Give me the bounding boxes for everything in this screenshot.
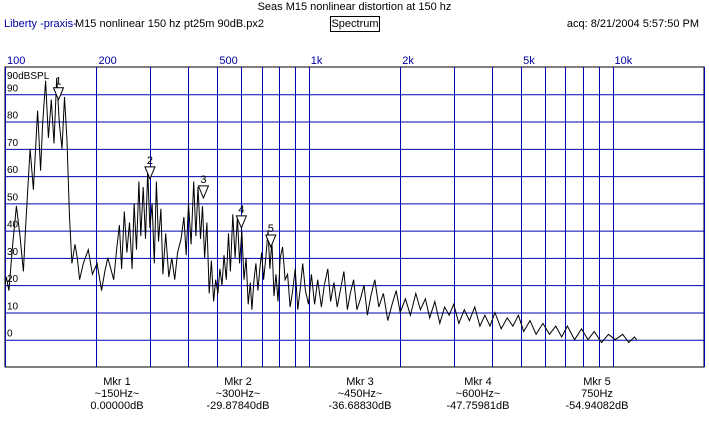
marker-triangle — [197, 185, 210, 200]
y-tick-label: 30 — [7, 247, 19, 258]
y-tick-label: 50 — [7, 192, 19, 203]
marker-name: Mkr 4 — [464, 376, 492, 388]
marker-name: Mkr 3 — [346, 376, 374, 388]
marker-triangle — [265, 234, 277, 249]
marker-frequency: ~150Hz~ — [94, 388, 140, 400]
x-tick-label: 2k — [402, 55, 414, 67]
file-name: M15 nonlinear 150 hz pt25m 90dB.px2 — [75, 18, 264, 30]
x-tick-label: 10k — [615, 55, 633, 67]
x-tick-label: 5k — [523, 55, 535, 67]
marker-triangle — [235, 215, 248, 230]
brand-label: Liberty -praxis- — [4, 18, 77, 30]
marker-value: -36.68830dB — [328, 400, 392, 412]
marker-frequency: ~300Hz~ — [215, 388, 261, 400]
marker-frequency: ~450Hz~ — [337, 388, 383, 400]
plot-frame — [4, 66, 705, 368]
marker-label: 2 — [147, 155, 153, 167]
marker-readout-4: Mkr 4 ~600Hz~ -47.75981dB — [423, 376, 533, 412]
marker-readout-1: Mkr 1 ~150Hz~ 0.00000dB — [62, 376, 172, 412]
spectrum-mode-button[interactable]: Spectrum — [330, 16, 380, 32]
marker-triangle — [144, 166, 156, 181]
x-tick-label: 500 — [219, 55, 237, 67]
marker-readout-2: Mkr 2 ~300Hz~ -29.87840dB — [183, 376, 293, 412]
marker-value: -54.94082dB — [565, 400, 629, 412]
marker-name: Mkr 5 — [583, 376, 611, 388]
marker-name: Mkr 2 — [224, 376, 252, 388]
marker-label: 5 — [268, 223, 274, 235]
y-axis-label: 90dBSPL — [7, 71, 50, 82]
y-tick-label: 80 — [7, 111, 19, 122]
marker-frequency: 750Hz — [581, 388, 613, 400]
marker-frequency: ~600Hz~ — [455, 388, 501, 400]
chart-title: Seas M15 nonlinear distortion at 150 hz — [257, 1, 452, 13]
marker-label: 1 — [55, 76, 61, 88]
marker-readout-3: Mkr 3 ~450Hz~ -36.68830dB — [305, 376, 415, 412]
marker-value: 0.00000dB — [90, 400, 144, 412]
y-tick-label: 40 — [7, 220, 19, 231]
marker-value: -47.75981dB — [446, 400, 510, 412]
marker-label: 4 — [238, 204, 244, 216]
x-tick-label: 1k — [311, 55, 323, 67]
x-tick-label: 100 — [7, 55, 25, 67]
y-tick-label: 90 — [7, 83, 19, 94]
y-tick-label: 20 — [7, 274, 19, 285]
y-tick-label: 10 — [7, 301, 19, 312]
y-tick-label: 0 — [7, 329, 13, 340]
spectrum-trace — [5, 77, 637, 344]
y-tick-label: 70 — [7, 138, 19, 149]
x-tick-label: 200 — [98, 55, 116, 67]
marker-label: 3 — [200, 174, 206, 186]
marker-readout-5: Mkr 5 750Hz -54.94082dB — [542, 376, 652, 412]
acquisition-timestamp: acq: 8/21/2004 5:57:50 PM — [566, 18, 699, 30]
marker-name: Mkr 1 — [103, 376, 131, 388]
y-tick-label: 60 — [7, 165, 19, 176]
marker-value: -29.87840dB — [206, 400, 270, 412]
marker-triangle — [52, 87, 65, 102]
